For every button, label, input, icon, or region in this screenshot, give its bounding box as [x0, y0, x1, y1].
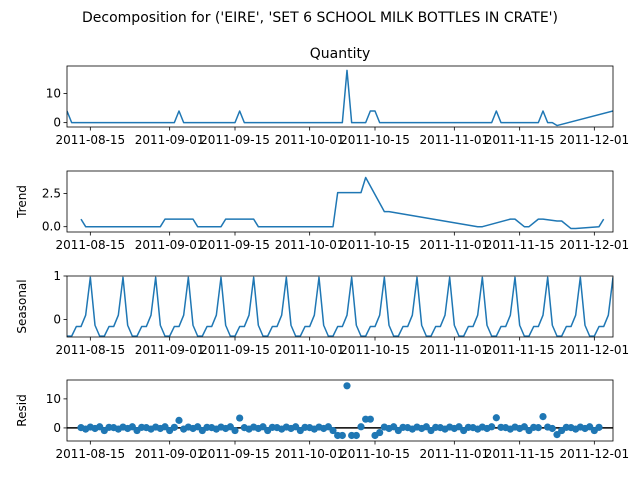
- y-tick-label: 1: [53, 269, 61, 283]
- x-tick-label: 2011-11-01: [419, 133, 489, 147]
- x-tick-label: 2011-10-15: [340, 343, 410, 357]
- panel-3: Seasonal 0 1 2011-08-15 2011-09-012011-09-15…: [15, 269, 629, 357]
- x-tick-label: 2011-10-01: [275, 133, 345, 147]
- panel-title: Quantity: [310, 46, 371, 62]
- resid-point: [548, 424, 556, 433]
- x-tick-label: 2011-11-15: [485, 447, 555, 461]
- x-tick-label: 2011-10-01: [275, 447, 345, 461]
- resid-point: [231, 426, 239, 435]
- resid-point: [534, 424, 542, 432]
- resid-point: [170, 423, 178, 431]
- resid-point: [343, 382, 351, 390]
- series-line: [67, 69, 613, 127]
- x-tick-label: 2011-10-01: [275, 238, 345, 252]
- x-tick-label: 2011-10-15: [340, 238, 410, 252]
- panel-2: Trend 0.0 2.5 2011-08-15 2011-09-012011-09-1…: [15, 170, 629, 252]
- x-tick-label: 2011-09-15: [200, 133, 270, 147]
- resid-point: [338, 431, 346, 440]
- x-tick-label: 2011-10-01: [275, 343, 345, 357]
- x-tick-label: 2011-09-01: [135, 343, 205, 357]
- series-line: [80, 176, 605, 230]
- x-tick-label: 2011-11-15: [485, 133, 555, 147]
- x-tick-label: 2011-09-15: [200, 447, 270, 461]
- data-layer: [67, 382, 613, 440]
- y-tick-label: 0.0: [42, 220, 61, 234]
- x-tick-label: 2011-11-01: [419, 238, 489, 252]
- x-tick-label: 2011-12-01: [559, 238, 629, 252]
- y-tick-label: 0: [53, 313, 61, 327]
- x-tick-label: 2011-12-01: [559, 133, 629, 147]
- x-tick-label: 2011-09-15: [200, 343, 270, 357]
- x-tick-label: 2011-12-01: [559, 343, 629, 357]
- resid-point: [488, 423, 496, 431]
- resid-point: [366, 415, 374, 423]
- plot-frame: [66, 379, 614, 442]
- resid-point: [539, 413, 547, 421]
- x-tick-label: 2011-09-01: [135, 133, 205, 147]
- resid-point: [357, 423, 365, 431]
- resid-point: [376, 428, 384, 437]
- resid-point: [329, 426, 337, 435]
- plot-frame: [66, 275, 614, 338]
- x-tick-label: 2011-08-15: [55, 447, 125, 461]
- y-axis-label: Seasonal: [15, 279, 29, 333]
- resid-point: [236, 414, 244, 422]
- resid-point: [352, 431, 360, 440]
- resid-point: [175, 416, 183, 424]
- data-layer: [67, 276, 613, 337]
- y-tick-label: 10: [46, 392, 61, 406]
- x-tick-label: 2011-09-15: [200, 238, 270, 252]
- x-tick-label: 2011-11-01: [419, 343, 489, 357]
- y-tick-label: 2.5: [42, 187, 61, 201]
- x-tick-label: 2011-09-01: [135, 447, 205, 461]
- data-layer: [80, 176, 605, 230]
- x-tick-label: 2011-08-15: [55, 343, 125, 357]
- figure-suptitle: Decomposition for ('EIRE', 'SET 6 SCHOOL…: [82, 10, 558, 26]
- y-tick-label: 0: [53, 116, 61, 130]
- panel-1: Quantity 0 10 2011-08-15 2011-09-012011-09-1…: [46, 46, 629, 147]
- y-tick-label: 0: [53, 421, 61, 435]
- x-tick-label: 2011-11-01: [419, 447, 489, 461]
- plot-frame: [66, 65, 614, 128]
- resid-point: [553, 431, 561, 439]
- y-tick-label: 10: [46, 87, 61, 101]
- plot-frame: [66, 170, 614, 233]
- resid-point: [492, 414, 500, 422]
- x-tick-label: 2011-09-01: [135, 238, 205, 252]
- y-axis-label: Trend: [15, 185, 29, 219]
- x-tick-label: 2011-08-15: [55, 133, 125, 147]
- x-tick-label: 2011-11-15: [485, 343, 555, 357]
- x-tick-label: 2011-11-15: [485, 238, 555, 252]
- data-layer: [67, 69, 613, 127]
- seasonal-line: [67, 276, 613, 337]
- x-tick-label: 2011-10-15: [340, 133, 410, 147]
- y-axis-label: Resid: [15, 394, 29, 426]
- x-tick-label: 2011-10-15: [340, 447, 410, 461]
- resid-point: [595, 423, 603, 431]
- x-tick-label: 2011-12-01: [559, 447, 629, 461]
- x-tick-label: 2011-08-15: [55, 238, 125, 252]
